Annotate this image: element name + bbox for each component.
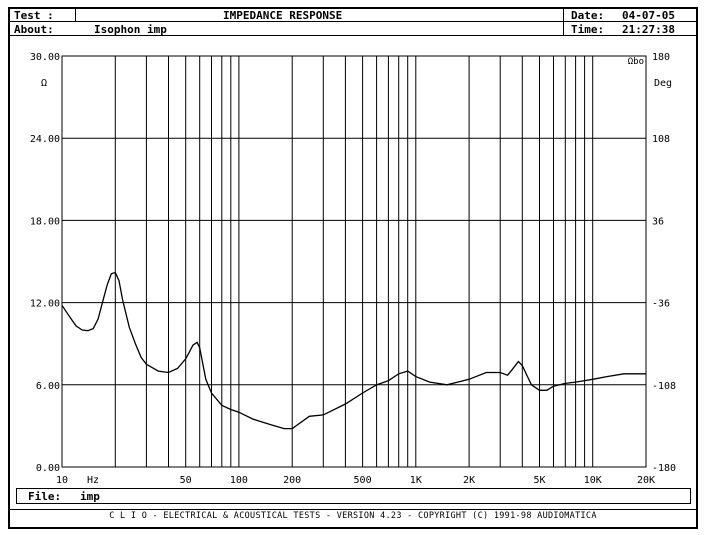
y2-tick-label: 180 [652,52,670,63]
y-axis-unit: Ω [41,78,47,89]
plot-border [61,55,647,468]
y2-tick-label: 108 [652,134,670,145]
y-tick-label: 6.00 [36,381,60,392]
time-value: 21:27:38 [622,23,675,36]
file-box [16,488,691,504]
x-tick-label: 1K [410,475,422,486]
header-right-divider [563,9,564,35]
test-label: Test : [14,9,54,22]
header-divider [10,21,696,22]
footer-divider [10,509,696,510]
file-name: imp [80,490,100,503]
about-value: Isophon imp [94,23,167,36]
file-label: File: [28,490,62,503]
x-axis-unit: Hz [87,475,99,486]
x-tick-label: 20K [637,475,655,486]
report-frame [8,7,698,529]
about-label: About: [14,23,54,36]
y2-tick-label: 36 [652,216,664,227]
page-title: IMPEDANCE RESPONSE [223,9,343,22]
y2-tick-label: -36 [652,299,670,310]
x-tick-label: 10 [56,475,68,486]
y2-tick-label: -180 [652,463,676,474]
header-left-divider [75,9,76,21]
x-tick-label: 5K [533,475,545,486]
y-tick-label: 24.00 [30,134,60,145]
footer-copyright: C L I O - ELECTRICAL & ACOUSTICAL TESTS … [109,511,597,521]
date-value: 04-07-05 [622,9,675,22]
x-tick-label: 2K [463,475,475,486]
x-tick-label: 200 [283,475,301,486]
x-tick-label: 10K [584,475,602,486]
corner-label: Ωbo [628,57,644,67]
y-tick-label: 18.00 [30,216,60,227]
y-tick-label: 30.00 [30,52,60,63]
header-bottom-line [10,35,696,36]
y-tick-label: 12.00 [30,299,60,310]
x-tick-label: 100 [230,475,248,486]
y-tick-label: 0.00 [36,463,60,474]
impedance-curve [61,271,646,430]
y2-tick-label: -108 [652,381,676,392]
x-tick-label: 500 [354,475,372,486]
y2-axis-unit: Deg [654,78,672,89]
date-label: Date: [571,9,605,22]
time-label: Time: [571,23,605,36]
x-tick-label: 50 [180,475,192,486]
